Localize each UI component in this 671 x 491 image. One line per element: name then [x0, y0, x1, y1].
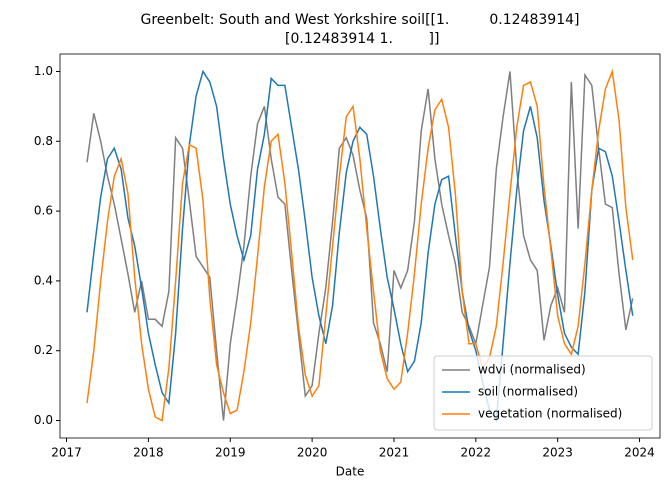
y-tick-label: 0.6 [34, 204, 53, 218]
legend-box [433, 355, 653, 431]
series-line [86, 71, 634, 421]
series-line [86, 69, 634, 423]
chart-title: [0.12483914 1. ]] [281, 31, 440, 47]
x-tick-label: 2022 [461, 446, 492, 460]
x-tick-label: 2018 [133, 446, 164, 460]
legend: wdvi (normalised) soil (normalised) vegeta… [433, 355, 653, 431]
y-tick-label: 1.0 [34, 64, 53, 78]
y-tick-label: 0.0 [34, 413, 53, 427]
x-axis-label: Date [336, 465, 365, 479]
legend-label: vegetation (normalised) [478, 407, 622, 421]
y-tick-label: 0.2 [34, 343, 53, 357]
x-tick-label: 2020 [297, 446, 328, 460]
plot-frame [59, 53, 661, 439]
x-tick-label: 2019 [215, 446, 246, 460]
x-tick-label: 2017 [51, 446, 82, 460]
x-tick-label: 2023 [542, 446, 573, 460]
y-tick-label: 0.8 [34, 134, 53, 148]
y-tick-label: 0.4 [34, 273, 53, 287]
x-tick-label: 2024 [624, 446, 655, 460]
legend-label: soil (normalised) [478, 385, 578, 399]
legend-label: wdvi (normalised) [478, 363, 586, 377]
series-line [86, 68, 634, 422]
chart-title: Greenbelt: South and West Yorkshire soil… [141, 12, 580, 28]
x-tick-label: 2021 [379, 446, 410, 460]
